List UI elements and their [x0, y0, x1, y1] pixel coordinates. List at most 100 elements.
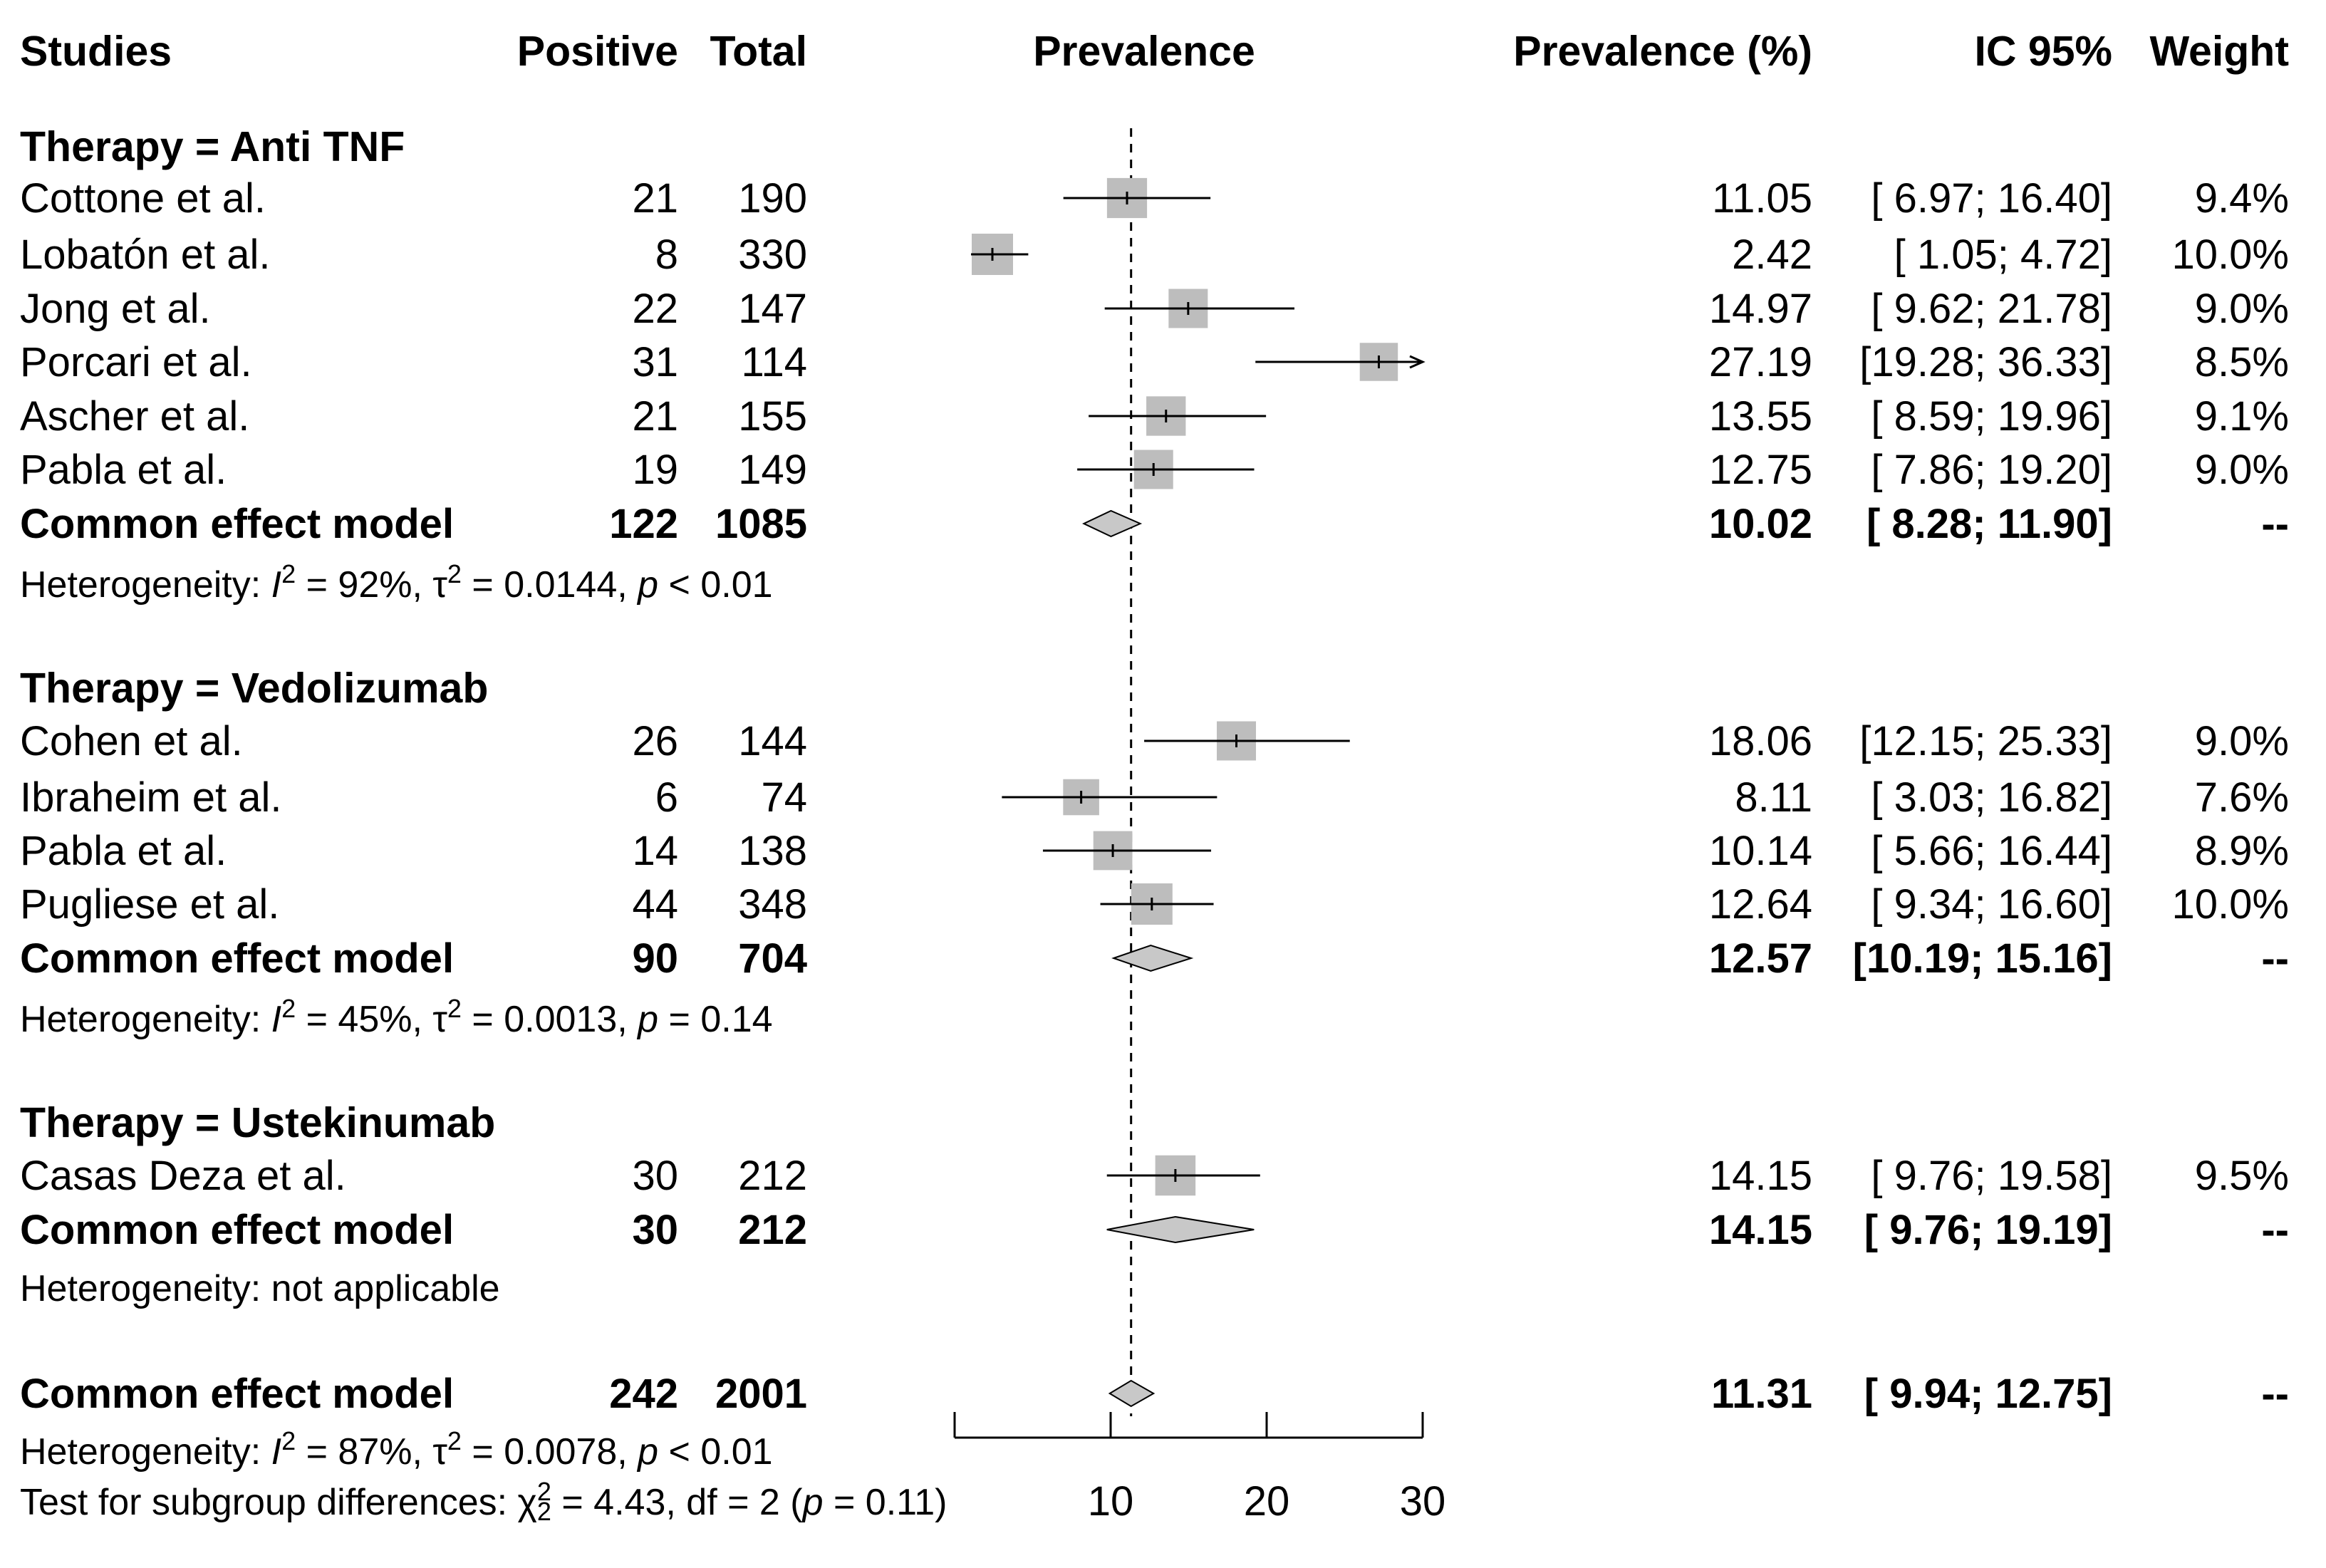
- study-0-positive: 21: [632, 175, 678, 222]
- x-tick-label-10: 10: [1088, 1478, 1134, 1525]
- study-3-arrow: [1409, 355, 1426, 369]
- header-ci: IC 95%: [1975, 28, 2112, 75]
- study-3-positive: 31: [632, 339, 678, 385]
- subgroup-2-pooled-label: Common effect model: [20, 1207, 454, 1253]
- overall-pooled-label: Common effect model: [20, 1371, 454, 1417]
- study-6-prevalence: 18.06: [1709, 718, 1812, 764]
- subgroup-2-pooled-prevalence: 14.15: [1709, 1207, 1812, 1253]
- subgroup-0-pooled-weight: --: [2261, 501, 2289, 547]
- study-0-ci: [ 6.97; 16.40]: [1871, 175, 2112, 222]
- study-6-name: Cohen et al.: [20, 718, 243, 764]
- subgroup-0-pooled-prevalence: 10.02: [1709, 501, 1812, 547]
- subgroup-1-heterogeneity: Heterogeneity: I2 = 45%, τ2 = 0.0013, p …: [20, 994, 773, 1040]
- study-9-weight: 10.0%: [2172, 881, 2289, 928]
- subgroup-1-pooled-label: Common effect model: [20, 935, 454, 982]
- study-4-total: 155: [738, 393, 807, 440]
- overall-pooled-diamond: [1108, 1379, 1156, 1408]
- subgroup-1-pooled-prevalence: 12.57: [1709, 935, 1812, 982]
- study-9-ci: [ 9.34; 16.60]: [1871, 881, 2112, 928]
- study-3-prevalence: 27.19: [1709, 339, 1812, 385]
- header-total: Total: [710, 28, 807, 75]
- overall-pooled-total: 2001: [715, 1371, 807, 1417]
- study-10-positive: 30: [632, 1153, 678, 1199]
- study-0-name: Cottone et al.: [20, 175, 266, 222]
- study-7-weight: 7.6%: [2195, 774, 2289, 821]
- study-9-prevalence: 12.64: [1709, 881, 1812, 928]
- subgroup-2-pooled-weight: --: [2261, 1207, 2289, 1253]
- study-9-total: 348: [738, 881, 807, 928]
- study-8-weight: 8.9%: [2195, 828, 2289, 874]
- subgroup-0-heterogeneity: Heterogeneity: I2 = 92%, τ2 = 0.0144, p …: [20, 559, 773, 606]
- study-5-positive: 19: [632, 447, 678, 493]
- study-2-ci: [ 9.62; 21.78]: [1871, 286, 2112, 332]
- header-positive: Positive: [517, 28, 678, 75]
- subgroup-0-pooled-label: Common effect model: [20, 501, 454, 547]
- study-3-name: Porcari et al.: [20, 339, 252, 385]
- study-5-weight: 9.0%: [2195, 447, 2289, 493]
- study-2-weight: 9.0%: [2195, 286, 2289, 332]
- subgroup-2-pooled-diamond: [1106, 1215, 1255, 1244]
- subgroup-test: Test for subgroup differences: χ2 2 = 4.4…: [20, 1477, 947, 1526]
- x-tick-label-20: 20: [1244, 1478, 1290, 1525]
- overall-pooled-prevalence: 11.31: [1711, 1371, 1812, 1417]
- study-8-name: Pabla et al.: [20, 828, 227, 874]
- study-7-total: 74: [761, 774, 807, 821]
- overall-heterogeneity: Heterogeneity: I2 = 87%, τ2 = 0.0078, p …: [20, 1426, 773, 1473]
- study-4-prevalence: 13.55: [1709, 393, 1812, 440]
- study-6-total: 144: [738, 718, 807, 764]
- study-10-name: Casas Deza et al.: [20, 1153, 346, 1199]
- subgroup-1-pooled-positive: 90: [632, 935, 678, 982]
- subgroup-1-pooled-diamond: [1111, 944, 1194, 972]
- study-2-prevalence: 14.97: [1709, 286, 1812, 332]
- study-0-total: 190: [738, 175, 807, 222]
- study-1-prevalence: 2.42: [1732, 232, 1812, 278]
- study-1-positive: 8: [655, 232, 678, 278]
- study-5-prevalence: 12.75: [1709, 447, 1812, 493]
- forest-plot-area: 10 20 30: [953, 128, 1446, 1525]
- header-prevalence-pct: Prevalence (%): [1513, 28, 1812, 75]
- study-5-ci: [ 7.86; 19.20]: [1871, 447, 2112, 493]
- study-2-name: Jong et al.: [20, 286, 211, 332]
- study-9-name: Pugliese et al.: [20, 881, 279, 928]
- subgroup-1-pooled-ci: [10.19; 15.16]: [1853, 935, 2112, 982]
- subgroup-2-title: Therapy = Ustekinumab: [20, 1099, 495, 1146]
- subgroup-0-pooled-ci: [ 8.28; 11.90]: [1866, 501, 2112, 547]
- study-1-weight: 10.0%: [2172, 232, 2289, 278]
- study-4-name: Ascher et al.: [20, 393, 249, 440]
- study-8-ci: [ 5.66; 16.44]: [1871, 828, 2112, 874]
- study-2-positive: 22: [632, 286, 678, 332]
- study-5-total: 149: [738, 447, 807, 493]
- subgroup-2-heterogeneity: Heterogeneity: not applicable: [20, 1268, 500, 1309]
- header-prevalence: Prevalence: [1033, 28, 1255, 75]
- study-1-ci: [ 1.05; 4.72]: [1894, 232, 2112, 278]
- study-1-total: 330: [738, 232, 807, 278]
- study-10-prevalence: 14.15: [1709, 1153, 1812, 1199]
- study-3-total: 114: [742, 339, 807, 385]
- x-tick-label-30: 30: [1400, 1478, 1446, 1525]
- study-8-prevalence: 10.14: [1709, 828, 1812, 874]
- study-1-name: Lobatón et al.: [20, 232, 271, 278]
- study-0-prevalence: 11.05: [1712, 175, 1812, 222]
- subgroup-2-pooled-ci: [ 9.76; 19.19]: [1864, 1207, 2112, 1253]
- study-3-weight: 8.5%: [2195, 339, 2289, 385]
- study-8-positive: 14: [632, 828, 678, 874]
- forest-rows: Therapy = Anti TNF Cottone et al. 21 190 11.…: [20, 123, 2289, 1526]
- overall-pooled-ci: [ 9.94; 12.75]: [1864, 1371, 2112, 1417]
- study-4-positive: 21: [632, 393, 678, 440]
- subgroup-1-title: Therapy = Vedolizumab: [20, 665, 488, 712]
- study-0-weight: 9.4%: [2195, 175, 2289, 222]
- subgroup-1-pooled-weight: --: [2261, 935, 2289, 982]
- subgroup-1-pooled-total: 704: [738, 935, 807, 982]
- study-10-total: 212: [738, 1153, 807, 1199]
- subgroup-0-title: Therapy = Anti TNF: [20, 123, 405, 170]
- study-5-name: Pabla et al.: [20, 447, 227, 493]
- overall-pooled-weight: --: [2261, 1371, 2289, 1417]
- study-7-name: Ibraheim et al.: [20, 774, 282, 821]
- study-10-ci: [ 9.76; 19.58]: [1871, 1153, 2112, 1199]
- study-4-weight: 9.1%: [2195, 393, 2289, 440]
- study-7-ci: [ 3.03; 16.82]: [1871, 774, 2112, 821]
- study-9-positive: 44: [632, 881, 678, 928]
- subgroup-2-pooled-positive: 30: [632, 1207, 678, 1253]
